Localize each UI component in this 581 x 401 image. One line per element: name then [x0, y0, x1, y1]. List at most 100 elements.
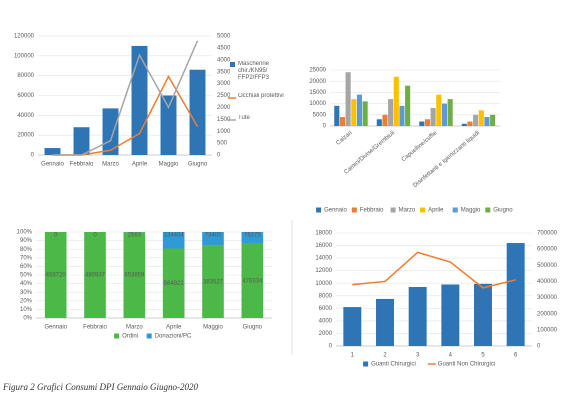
y2-tick-label: 300000 — [537, 295, 558, 301]
y2-tick-label: 500 — [217, 141, 228, 147]
bar — [441, 103, 448, 126]
y2-tick-label: 0 — [537, 344, 541, 350]
legend-label: Maggio — [461, 208, 481, 214]
bar — [339, 117, 346, 126]
y-tick-label: 10000 — [309, 101, 326, 107]
y-tick-label: 0% — [23, 316, 32, 322]
legend-label: Mascherine chir./KN95/ FFP2/FFP3 — [238, 61, 270, 81]
bar — [424, 119, 431, 126]
y-tick-label: 20000 — [309, 79, 326, 85]
y-tick-label: 16000 — [315, 243, 332, 249]
x-tick-label: Marzo — [102, 162, 119, 168]
bar — [467, 121, 473, 126]
y-tick-label: 5000 — [313, 112, 327, 118]
legend-swatch — [420, 207, 426, 213]
y-tick-label: 0 — [329, 344, 333, 350]
x-tick-label: 1 — [351, 353, 355, 359]
bar-segment — [241, 232, 264, 244]
bar — [356, 94, 363, 126]
legend-label: Gennaio — [324, 208, 347, 214]
bar — [382, 114, 388, 126]
bar — [44, 148, 61, 155]
y2-tick-label: 2000 — [217, 105, 231, 111]
bar — [189, 69, 206, 155]
legend-item: Mascherine chir./KN95/ FFP2/FFP3 — [238, 61, 270, 81]
y2-tick-label: 4000 — [217, 57, 231, 63]
y2-tick-label: 0 — [217, 153, 221, 159]
bar-segment — [162, 232, 185, 249]
y-tick-label: 10000 — [315, 281, 332, 287]
y2-tick-label: 1000 — [217, 129, 231, 135]
y2-tick-label: 1500 — [217, 117, 231, 123]
y-tick-label: 8000 — [319, 293, 333, 299]
bar — [362, 101, 368, 126]
y-tick-label: 40000 — [17, 113, 34, 119]
bar — [484, 117, 490, 126]
x-tick-label: Febbraio — [70, 162, 94, 168]
x-tick-label: 3 — [416, 353, 420, 359]
legend-label: Occhiali protettivi — [238, 93, 284, 99]
y2-tick-label: 700000 — [537, 231, 558, 237]
legend-item: Tute — [238, 115, 250, 121]
y-tick-label: 14000 — [315, 256, 332, 262]
y-tick-label: 20000 — [17, 133, 34, 139]
bar — [73, 127, 90, 155]
y-tick-label: 0 — [323, 124, 327, 130]
x-tick-label: Aprile — [132, 162, 148, 168]
legend-swatch — [351, 207, 357, 213]
y-tick-label: 30% — [20, 290, 33, 296]
bar — [343, 307, 362, 346]
bar — [430, 108, 436, 126]
bar — [388, 99, 394, 126]
bar — [436, 94, 442, 126]
x-tick-label: 6 — [514, 353, 518, 359]
y-tick-label: 40% — [20, 281, 33, 287]
x-tick-label: Maggio — [203, 325, 223, 331]
x-tick-label: Gennaio — [44, 325, 67, 331]
legend-label: Marzo — [399, 208, 416, 214]
bar — [419, 121, 425, 126]
legend-swatch — [114, 333, 120, 339]
x-tick-label: Gennaio — [41, 162, 64, 168]
y-tick-label: 12000 — [315, 268, 332, 274]
bar — [490, 114, 496, 126]
y-tick-label: 100000 — [14, 53, 35, 59]
y-tick-label: 20% — [20, 298, 33, 304]
y-tick-label: 100% — [17, 230, 33, 236]
legend-swatch — [146, 333, 152, 339]
legend-label: Febbraio — [360, 208, 384, 214]
y2-tick-label: 400000 — [537, 279, 558, 285]
y2-tick-label: 500000 — [537, 263, 558, 269]
bar-segment — [123, 232, 146, 318]
y-tick-label: 25000 — [309, 68, 326, 74]
data-label: 476334 — [242, 279, 263, 285]
bar — [441, 284, 460, 346]
y2-tick-label: 4500 — [217, 45, 231, 51]
x-tick-label: 2 — [383, 353, 387, 359]
y-tick-label: 80000 — [17, 73, 34, 79]
data-label: 383527 — [203, 279, 224, 285]
bar — [131, 45, 148, 155]
legend-label: Giugno — [493, 208, 513, 214]
y2-tick-label: 2500 — [217, 93, 231, 99]
bar — [160, 95, 177, 155]
data-label: 2563 — [128, 233, 142, 239]
bar — [102, 108, 119, 155]
x-tick-label: Giugno — [243, 325, 263, 331]
y-tick-label: 2000 — [319, 331, 333, 337]
bar-segment — [202, 232, 224, 246]
bar-segment — [162, 248, 185, 318]
data-label: 480937 — [85, 273, 106, 279]
y-tick-label: 50% — [20, 273, 33, 279]
data-label: 134404 — [164, 233, 185, 239]
data-label: 653859 — [124, 273, 145, 279]
data-label: 0 — [93, 233, 97, 239]
data-label: 73405 — [205, 233, 222, 239]
legend-label: Tute — [238, 115, 250, 121]
legend-item: Occhiali protettivi — [238, 93, 284, 99]
bar-segment — [44, 232, 67, 318]
bar — [408, 286, 427, 346]
bar — [473, 114, 479, 126]
legend-label: Guanti Chirurgici — [371, 362, 416, 368]
y-tick-label: 6000 — [319, 306, 333, 312]
